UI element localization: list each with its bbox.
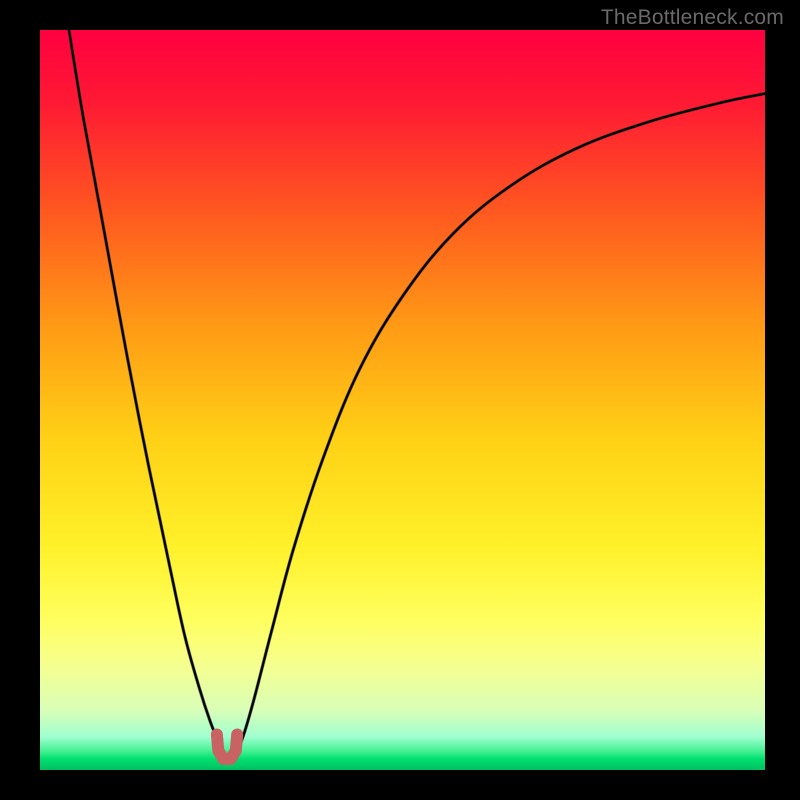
plot-gradient-background — [40, 30, 765, 770]
chart-container: TheBottleneck.com — [0, 0, 800, 800]
watermark-text: TheBottleneck.com — [601, 6, 784, 30]
bottleneck-chart — [0, 0, 800, 800]
